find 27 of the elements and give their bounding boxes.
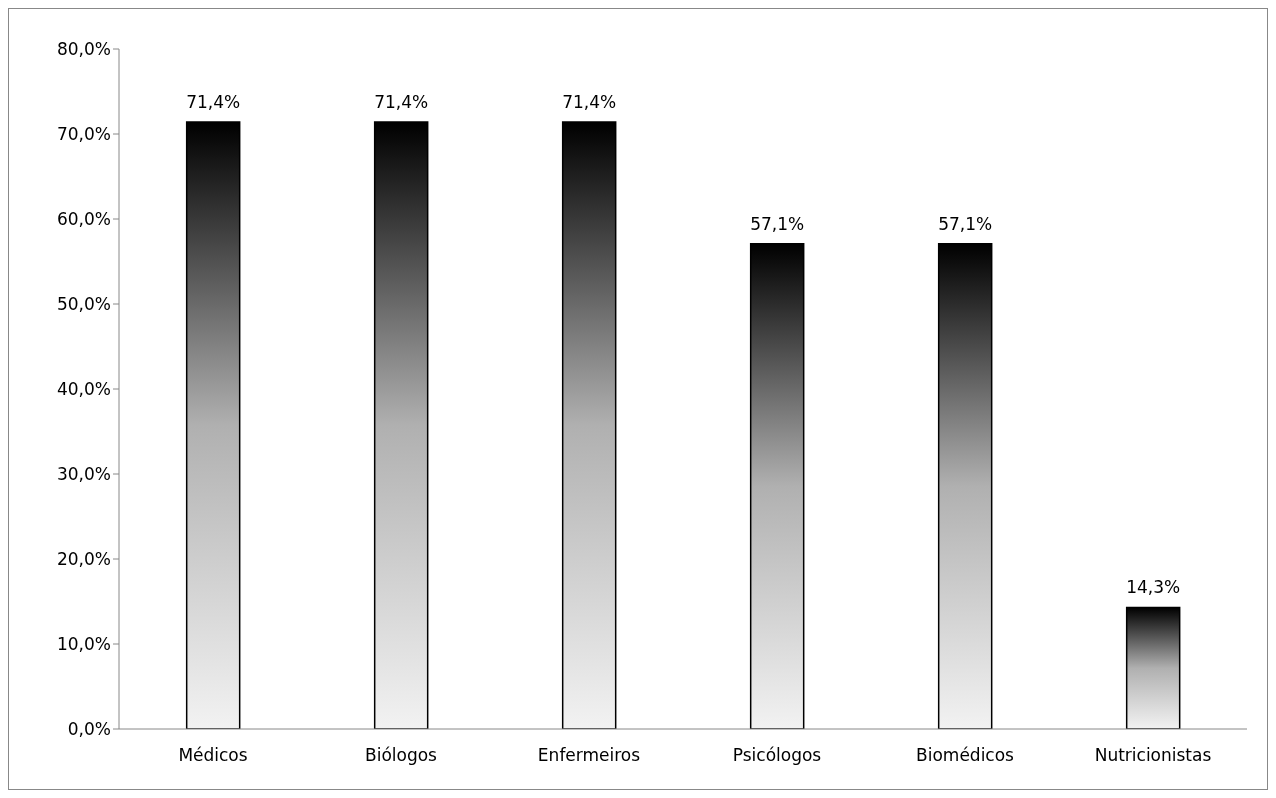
x-tick-label: Biólogos [365,745,438,766]
x-tick-label: Psicólogos [732,745,822,766]
x-tick-label: Enfermeiros [537,745,641,766]
data-label: 14,3% [1126,577,1181,598]
bar [749,242,805,729]
y-tick-label: 0,0% [67,719,111,740]
bar [937,242,993,729]
bar [185,121,241,729]
y-tick-label: 50,0% [56,294,111,315]
y-tick-label: 30,0% [56,464,111,485]
data-label: 57,1% [750,213,805,234]
bar [373,121,429,729]
y-tick-label: 10,0% [56,634,111,655]
y-tick-label: 70,0% [56,124,111,145]
data-label: 71,4% [186,92,241,113]
y-tick-label: 40,0% [56,379,111,400]
y-tick-label: 20,0% [56,549,111,570]
x-tick-label: Nutricionistas [1094,745,1212,766]
data-label: 71,4% [374,92,429,113]
bar [1125,606,1181,729]
data-label: 71,4% [562,92,617,113]
x-tick-label: Biomédicos [916,745,1015,766]
y-tick-label: 60,0% [56,209,111,230]
bar [561,121,617,729]
x-tick-label: Médicos [178,745,248,766]
data-label: 57,1% [938,213,993,234]
y-tick-label: 80,0% [56,39,111,60]
